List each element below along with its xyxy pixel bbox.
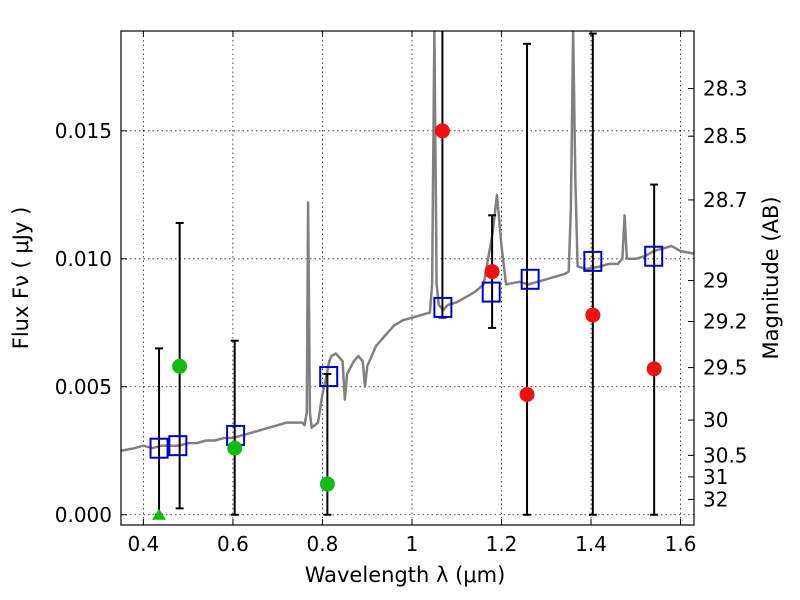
model-photometry-square [433, 296, 453, 318]
plot-area [121, 31, 694, 453]
magnitude-tick-label: 31 [703, 465, 728, 489]
template-spectrum-line [121, 31, 694, 453]
x-tick-label: 0.4 [127, 532, 159, 556]
near-ir-point [484, 264, 500, 280]
right-axis-label: Magnitude (AB) [759, 196, 783, 359]
upper-limit-triangle [152, 508, 167, 520]
model-photometry-square [149, 437, 169, 459]
magnitude-tick-label: 28.7 [703, 188, 748, 212]
model-photometry-square [583, 250, 603, 272]
near-ir-point [434, 123, 450, 139]
model-photometry-square [168, 435, 188, 457]
near-ir-point [519, 386, 535, 402]
x-tick-label: 0.8 [307, 532, 339, 556]
y-tick-label: 0.000 [55, 503, 112, 527]
magnitude-tick-label: 32 [703, 487, 728, 511]
x-axis-label: Wavelength λ (μm) [305, 563, 506, 587]
model-photometry-square [481, 281, 501, 303]
x-tick-label: 1.4 [575, 532, 607, 556]
magnitude-tick-label: 28.5 [703, 124, 748, 148]
error-bars [155, 31, 659, 516]
magnitude-tick-label: 30.5 [703, 443, 748, 467]
near-ir-point [646, 361, 662, 377]
y-tick-label: 0.015 [55, 119, 112, 143]
x-tick-label: 0.6 [217, 532, 249, 556]
y-tick-label: 0.010 [55, 247, 112, 271]
x-tick-label: 1.2 [486, 532, 518, 556]
x-tick-label: 1.6 [665, 532, 697, 556]
near-ir-point [585, 307, 601, 323]
magnitude-tick-label: 28.3 [703, 77, 748, 101]
plot-frame [120, 30, 695, 526]
grid-layer [121, 31, 694, 525]
magnitude-tick-label: 29.5 [703, 356, 748, 380]
model-photometry-square [644, 245, 664, 267]
magnitude-tick-label: 30 [703, 408, 728, 432]
axes: 0.4 0.6 0.8 1 1.2 1.4 1.6 0.000 0.005 0.010 0.015 2… [55, 31, 748, 556]
y-axis-label: Flux Fν ( μJy ) [9, 207, 33, 350]
model-photometry-square [520, 268, 540, 290]
model-photometry-square [319, 366, 339, 388]
x-tick-label: 1 [406, 532, 419, 556]
y-tick-label: 0.005 [55, 375, 112, 399]
markers [149, 123, 664, 520]
magnitude-tick-label: 29 [703, 269, 728, 293]
magnitude-tick-label: 29.2 [703, 310, 748, 334]
optical-point [319, 476, 335, 492]
optical-point [227, 440, 243, 456]
optical-point [172, 358, 188, 374]
